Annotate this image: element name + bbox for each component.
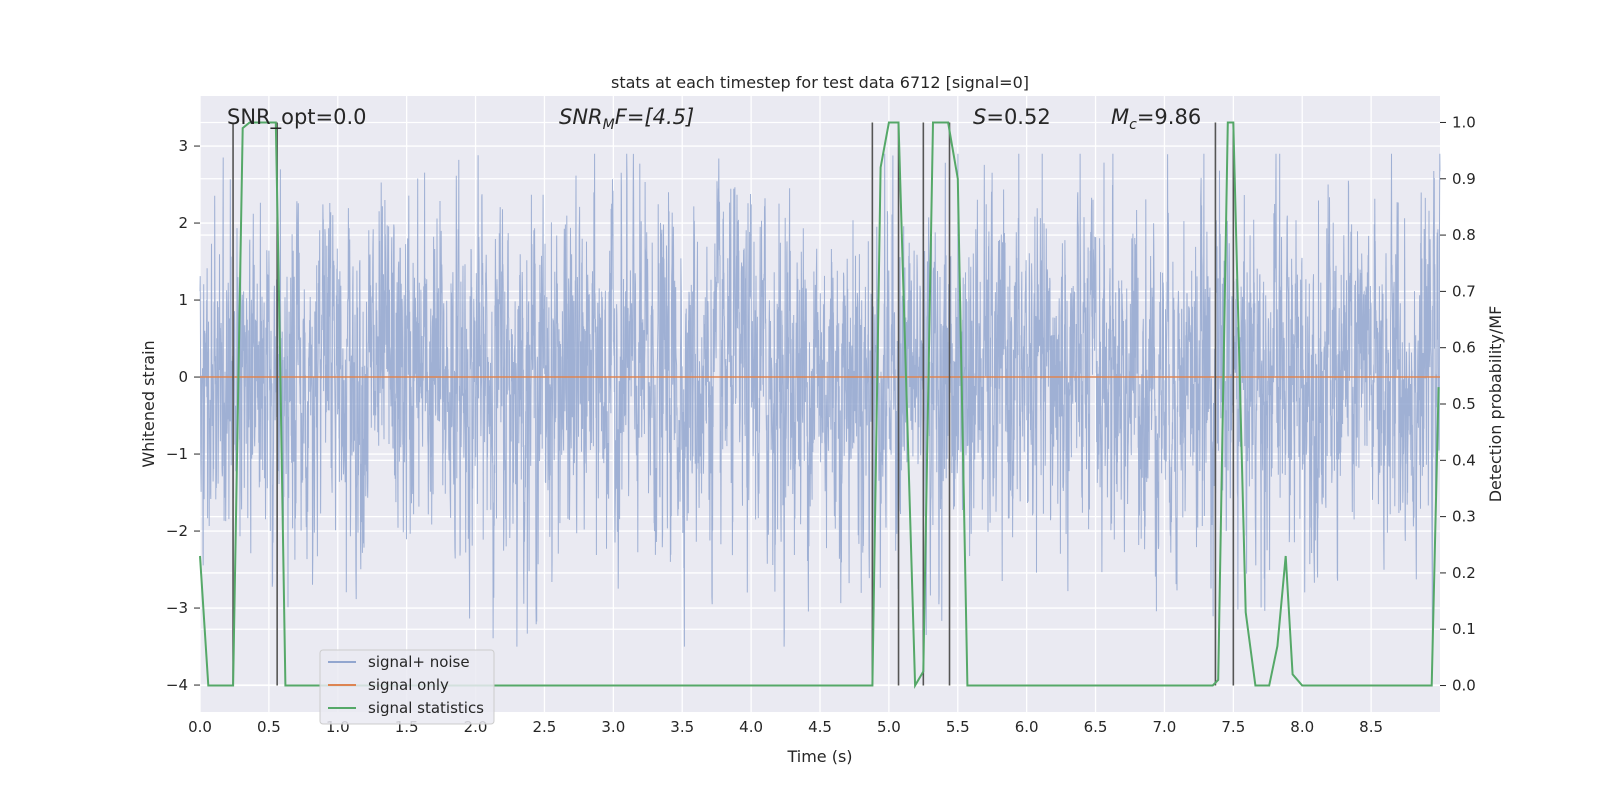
y-left-tick-label: −2: [166, 522, 188, 540]
annotation-mc-suffix: =9.86: [1137, 105, 1201, 129]
annotation-snr-mf-prefix: SNR: [559, 105, 603, 129]
chart-title: stats at each timestep for test data 671…: [611, 73, 1029, 92]
y-right-tick-label: 0.4: [1452, 451, 1476, 469]
y-right-tick-label: 0.5: [1452, 395, 1476, 413]
annotation-s: S=0.52: [973, 105, 1051, 129]
annotation-snr-mf: SNRMF=[4.5]: [559, 105, 694, 133]
x-tick-label: 6.0: [1015, 718, 1039, 736]
y-axis-right-label: Detection probability/MF: [1486, 306, 1505, 503]
y-right-tick-label: 0.6: [1452, 339, 1476, 357]
y-axis-left-label: Whitened strain: [139, 340, 158, 467]
annotation-mc: Mc=9.86: [1111, 105, 1201, 133]
x-tick-label: 0.5: [257, 718, 281, 736]
y-right-tick-label: 0.1: [1452, 620, 1476, 638]
series-layer: [199, 121, 1440, 690]
x-tick-label: 4.0: [739, 718, 763, 736]
y-left-tick-label: −3: [166, 599, 188, 617]
x-axis-label: Time (s): [786, 747, 852, 766]
x-tick-label: 0.0: [188, 718, 212, 736]
y-left-tick-label: 1: [178, 291, 188, 309]
legend-label-signal-statistics: signal statistics: [368, 699, 484, 717]
y-right-tick-label: 0.0: [1452, 677, 1476, 695]
annotation-snr-mf-suffix: F=[4.5]: [615, 105, 694, 129]
annotation-s-suffix: =0.52: [986, 105, 1050, 129]
y-right-tick-label: 0.2: [1452, 564, 1476, 582]
y-left-tick-label: −1: [166, 445, 188, 463]
legend-frame: [319, 649, 495, 725]
x-tick-label: 7.5: [1221, 718, 1245, 736]
x-tick-label: 5.0: [877, 718, 901, 736]
legend-label-signal-noise: signal+ noise: [368, 653, 470, 671]
y-left-tick-label: 3: [178, 137, 188, 155]
annotation-s-prefix: S: [973, 105, 986, 129]
x-tick-label: 3.0: [601, 718, 625, 736]
annotation-snr-mf-sub: M: [603, 117, 615, 133]
axes-layer: 0.0 0.5 1.0 1.5 2.0 2.5 3.0 3.5 4.0 4.5 5.0 5.5 6.0 6…: [166, 113, 1476, 736]
x-tick-label: 8.0: [1290, 718, 1314, 736]
annotation-mc-sub: c: [1129, 117, 1137, 133]
y-right-tick-label: 0.8: [1452, 226, 1476, 244]
annotation-snr-opt: SNR_opt=0.0: [227, 105, 367, 130]
y-right-tick-label: 0.7: [1452, 282, 1476, 300]
y-left-tick-label: −4: [166, 676, 188, 694]
legend: signal+ noise signal only signal statist…: [319, 649, 495, 725]
y-right-tick-label: 0.9: [1452, 170, 1476, 188]
y-left-tick-label: 2: [178, 214, 188, 232]
y-right-tick-label: 0.3: [1452, 508, 1476, 526]
x-tick-label: 3.5: [670, 718, 694, 736]
x-tick-label: 8.5: [1359, 718, 1383, 736]
legend-label-signal-only: signal only: [368, 676, 449, 694]
y-left-tick-label: 0: [178, 368, 188, 386]
annotation-mc-prefix: M: [1111, 105, 1129, 129]
x-tick-label: 5.5: [946, 718, 970, 736]
x-tick-label: 2.5: [533, 718, 557, 736]
signal-statistics-line: [199, 121, 1440, 690]
y-right-tick-label: 1.0: [1452, 113, 1476, 131]
x-tick-label: 4.5: [808, 718, 832, 736]
x-tick-label: 6.5: [1084, 718, 1108, 736]
x-tick-label: 7.0: [1153, 718, 1177, 736]
